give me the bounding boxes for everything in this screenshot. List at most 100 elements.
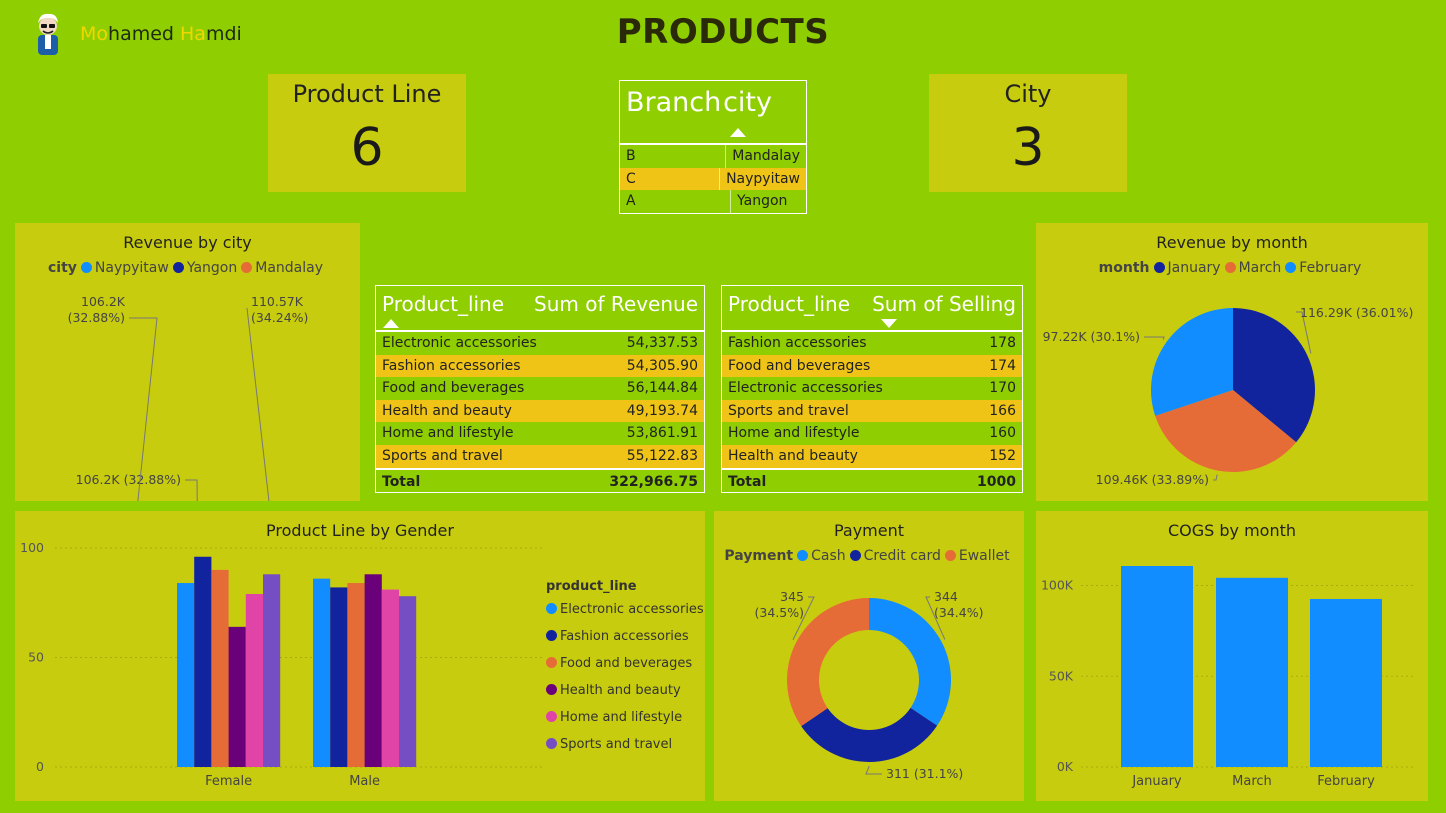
total-label: Total xyxy=(728,473,767,490)
legend-item[interactable]: Electronic accessories xyxy=(546,602,704,629)
table-cell: Home and lifestyle xyxy=(728,425,860,442)
sort-ascending-icon[interactable] xyxy=(730,128,746,137)
bar[interactable] xyxy=(313,578,331,767)
y-tick-label: 100 xyxy=(20,540,44,555)
column-header[interactable]: Branch xyxy=(626,87,722,118)
y-tick-label: 0 xyxy=(36,759,44,774)
payment-panel: Payment Payment Cash Credit card Ewallet 34… xyxy=(714,511,1024,801)
legend-item[interactable]: Home and lifestyle xyxy=(546,710,704,737)
column-header[interactable]: Product_line xyxy=(728,292,851,316)
pie-slice[interactable] xyxy=(1151,308,1233,416)
kpi-value: 3 xyxy=(1011,118,1045,178)
legend-item[interactable]: Naypyitaw xyxy=(80,260,169,276)
pie-slice[interactable] xyxy=(869,598,951,726)
table-row[interactable]: Home and lifestyle 160 xyxy=(722,422,1022,445)
legend-label: Fashion accessories xyxy=(560,629,689,644)
payment-chart: 344 (34.4%) 311 (31.1%) 345 (34.5%) xyxy=(755,589,984,781)
bar[interactable] xyxy=(347,583,365,767)
legend-item[interactable]: Mandalay xyxy=(241,260,323,276)
legend-label: February xyxy=(1299,260,1362,276)
table-row[interactable]: Food and beverages 174 xyxy=(722,354,1022,378)
legend-item[interactable]: February xyxy=(1285,260,1361,276)
revenue-by-month-panel: Revenue by month month January March Februa… xyxy=(1036,223,1428,501)
table-row[interactable]: Home and lifestyle 53,861.91 xyxy=(376,422,704,445)
bar[interactable] xyxy=(1310,598,1382,767)
legend-item[interactable]: March xyxy=(1224,260,1281,276)
table-row[interactable]: A Yangon xyxy=(620,190,806,213)
chart-title: Product Line by Gender xyxy=(266,521,454,540)
table-cell: B xyxy=(626,148,636,164)
table-cell: Mandalay xyxy=(725,145,800,168)
bar[interactable] xyxy=(381,589,399,767)
table-cell: Food and beverages xyxy=(382,380,525,397)
table-row[interactable]: Fashion accessories 178 xyxy=(722,332,1022,355)
table-row[interactable]: Health and beauty 49,193.74 xyxy=(376,399,704,423)
legend-dot-icon xyxy=(546,630,557,641)
sort-ascending-icon[interactable] xyxy=(383,319,399,328)
legend-label: Sports and travel xyxy=(560,737,673,752)
bar[interactable] xyxy=(330,587,348,767)
chart-legend: Payment Cash Credit card Ewallet xyxy=(714,548,1024,564)
table-cell: Home and lifestyle xyxy=(382,425,514,442)
table-row[interactable]: Fashion accessories 54,305.90 xyxy=(376,354,704,378)
table-cell: 152 xyxy=(989,447,1016,464)
table-row[interactable]: Food and beverages 56,144.84 xyxy=(376,377,704,400)
revenue-table: Product_line Sum of Revenue Electronic a… xyxy=(375,285,705,493)
table-row[interactable]: Sports and travel 55,122.83 xyxy=(376,444,704,468)
legend-item[interactable]: Yangon xyxy=(172,260,237,276)
column-header[interactable]: city xyxy=(723,87,772,118)
y-tick-label: 50K xyxy=(1049,668,1074,683)
data-label: 106.2K (32.88%) xyxy=(76,472,181,487)
bar[interactable] xyxy=(263,574,281,767)
bar[interactable] xyxy=(228,626,246,767)
legend-item[interactable]: Fashion accessories xyxy=(546,629,704,656)
bar[interactable] xyxy=(399,596,417,767)
bar[interactable] xyxy=(1216,577,1288,767)
pie-slice[interactable] xyxy=(1155,390,1297,472)
revenue-by-month-chart: 116.29K (36.01%) 109.46K (33.89%) 97.22K (… xyxy=(1043,305,1414,487)
brand: Mohamed Hamdi xyxy=(30,10,242,58)
legend-item[interactable]: Cash xyxy=(797,548,846,564)
kpi-card-product-line: Product Line 6 xyxy=(268,74,466,192)
sort-descending-icon[interactable] xyxy=(881,319,897,328)
legend-dot-icon xyxy=(546,684,557,695)
legend-label: Food and beverages xyxy=(560,656,693,671)
table-row[interactable]: C Naypyitaw xyxy=(620,167,806,191)
legend-label: Electronic accessories xyxy=(560,602,704,617)
legend-dot-icon xyxy=(241,262,253,273)
total-label: Total xyxy=(382,473,421,490)
leader-line xyxy=(1213,474,1218,481)
legend-dot-icon xyxy=(172,262,184,273)
pie-slice[interactable] xyxy=(801,707,938,762)
legend-item[interactable]: Health and beauty xyxy=(546,683,704,710)
bar[interactable] xyxy=(1121,566,1193,767)
table-row[interactable]: Health and beauty 152 xyxy=(722,444,1022,468)
bar[interactable] xyxy=(211,569,229,767)
legend-item[interactable]: Food and beverages xyxy=(546,656,704,683)
pie-slice[interactable] xyxy=(787,598,869,727)
table-row[interactable]: B Mandalay xyxy=(620,145,806,168)
column-header[interactable]: Sum of Revenue xyxy=(534,292,698,316)
column-header[interactable]: Sum of Selling xyxy=(872,292,1016,316)
kpi-card-city: City 3 xyxy=(929,74,1127,192)
table-row[interactable]: Electronic accessories 54,337.53 xyxy=(376,332,704,355)
legend-dot-icon xyxy=(944,550,956,561)
bar[interactable] xyxy=(245,593,263,767)
legend-dot-icon xyxy=(849,550,861,561)
table-row[interactable]: Sports and travel 166 xyxy=(722,399,1022,423)
legend-item[interactable]: Ewallet xyxy=(944,548,1010,564)
table-row[interactable]: Electronic accessories 170 xyxy=(722,377,1022,400)
leader-line xyxy=(246,307,270,501)
legend-label: Ewallet xyxy=(958,548,1010,564)
pie-slice[interactable] xyxy=(1233,308,1315,443)
legend-item[interactable]: January xyxy=(1153,260,1221,276)
legend-item[interactable]: Sports and travel xyxy=(546,737,704,764)
data-label: 345 (34.5%) xyxy=(755,589,804,620)
column-header[interactable]: Product_line xyxy=(382,292,505,316)
bar[interactable] xyxy=(364,574,382,767)
bar[interactable] xyxy=(177,583,195,767)
legend-label: January xyxy=(1167,260,1221,276)
legend-item[interactable]: Credit card xyxy=(849,548,941,564)
x-tick-label: Male xyxy=(349,774,380,789)
bar[interactable] xyxy=(194,556,212,767)
